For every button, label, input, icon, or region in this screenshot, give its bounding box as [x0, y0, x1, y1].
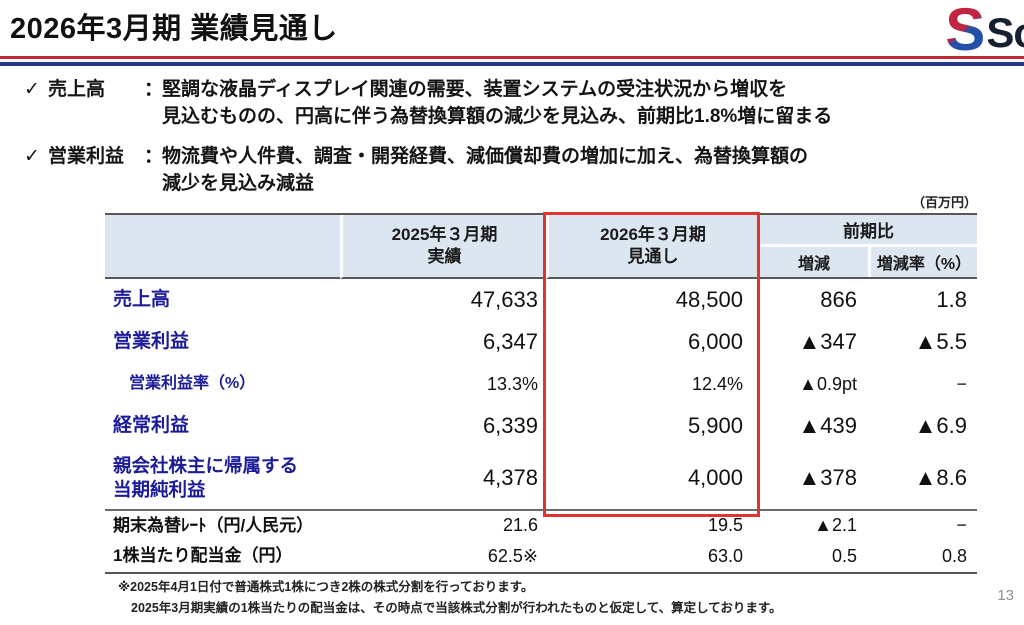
cell-sales-2026: 48,500 — [675, 287, 743, 312]
bullet-colon: ： — [144, 79, 164, 100]
cell-ordinc-2025: 6,339 — [482, 413, 538, 438]
bullet-colon: ： — [144, 146, 164, 167]
unit-note: （百万円） — [911, 195, 977, 210]
cell-sales-rate: 1.8 — [936, 287, 967, 312]
cell-netinc-2025: 4,378 — [482, 465, 538, 490]
row-label-operating-margin: 営業利益率（%） — [129, 374, 256, 392]
footnote-line1: ※2025年4月1日付で普通株式1株につき2株の株式分割を行っております。 — [118, 580, 534, 594]
bullet-operating-income: ✓ 営業利益 ： 物流費や人件費、調査・開発経費、減価償却費の増加に加え、為替換… — [24, 143, 1004, 197]
cell-fx-2026: 19.5 — [546, 509, 757, 540]
row-label-fx-rate: 期末為替ﾚｰﾄ（円/人民元） — [105, 509, 340, 540]
footnote-line2: 2025年3月期実績の1株当たりの配当金は、その時点で当該株式分割が行われたもの… — [131, 600, 782, 615]
header-yoy-rate: 増減率（%） — [868, 247, 977, 277]
row-label-net-income: 親会社株主に帰属する 当期純利益 — [113, 455, 299, 500]
cell-dividend-rate: 0.8 — [941, 545, 967, 566]
bullet-text: 堅調な液晶ディスプレイ関連の需要、装置システムの受注状況から増収を見込むものの、… — [162, 76, 1004, 130]
header-fy2025: 2025年３月期 実績 — [340, 215, 546, 279]
forecast-table: 2025年３月期 実績 2026年３月期 見通し 前期比 増減 増減率（%） 売… — [105, 212, 977, 574]
title-rule-red — [0, 56, 1024, 59]
row-label-operating-income: 営業利益 — [113, 330, 190, 352]
bullet-label: 売上高 — [48, 79, 106, 100]
cell-dividend-2026: 63.0 — [707, 545, 743, 566]
cell-netinc-diff: ▲378 — [798, 465, 857, 490]
cell-margin-2026: 12.4% — [691, 373, 743, 394]
bullet-text-line2: 減少を見込み減益 — [162, 173, 315, 194]
sodick-s-mark-icon: S — [945, 0, 986, 63]
footnotes: ※2025年4月1日付で普通株式1株につき2株の株式分割を行っております。 20… — [118, 577, 782, 618]
header-yoy-subcolumns: 増減 増減率（%） — [760, 247, 977, 277]
cell-sales-2025: 47,633 — [470, 287, 538, 312]
cell-ordinc-rate: ▲6.9 — [914, 413, 967, 438]
page-number: 13 — [997, 587, 1014, 604]
bullet-sales: ✓ 売上高 ： 堅調な液晶ディスプレイ関連の需要、装置システムの受注状況から増収… — [24, 76, 1004, 130]
cell-ordinc-2026: 5,900 — [687, 413, 743, 438]
cell-margin-rate: − — [956, 373, 967, 394]
bullet-text-line1: 堅調な液晶ディスプレイ関連の需要、装置システムの受注状況から増収を — [162, 79, 788, 100]
cell-fx-rate: − — [865, 509, 977, 540]
cell-margin-diff: ▲0.9pt — [799, 373, 857, 394]
header-yoy-diff: 増減 — [797, 256, 830, 273]
cell-margin-2025: 13.3% — [486, 373, 538, 394]
cell-fx-2025: 21.6 — [340, 509, 546, 540]
header-yoy-group: 前期比 増減 増減率（%） — [757, 215, 977, 279]
page-title: 2026年3月期 業績見通し — [10, 13, 338, 45]
cell-fx-diff: ▲2.1 — [757, 509, 865, 540]
row-label-ordinary-income: 経常利益 — [113, 414, 190, 436]
cell-dividend-2025: 62.5※ — [487, 545, 538, 566]
row-label-sales: 売上高 — [113, 288, 171, 310]
bullet-text-line1: 物流費や人件費、調査・開発経費、減価償却費の増加に加え、為替換算額の — [162, 146, 809, 167]
check-icon: ✓ — [24, 79, 40, 100]
cell-ordinc-diff: ▲439 — [798, 413, 857, 438]
cell-netinc-2026: 4,000 — [687, 465, 743, 490]
check-icon: ✓ — [24, 146, 40, 167]
cell-opinc-2026: 6,000 — [687, 329, 743, 354]
cell-sales-diff: 866 — [820, 287, 857, 312]
title-rule-blue — [0, 62, 1024, 66]
cell-opinc-diff: ▲347 — [798, 329, 857, 354]
header-empty-cell — [105, 215, 340, 279]
bullet-label: 営業利益 — [48, 146, 125, 167]
cell-opinc-rate: ▲5.5 — [914, 329, 967, 354]
cell-opinc-2025: 6,347 — [482, 329, 538, 354]
summary-bullets: ✓ 売上高 ： 堅調な液晶ディスプレイ関連の需要、装置システムの受注状況から増収… — [24, 76, 1004, 197]
header-yoy: 前期比 — [760, 215, 977, 247]
sodick-logo-text: So — [986, 9, 1024, 56]
bullet-text: 物流費や人件費、調査・開発経費、減価償却費の増加に加え、為替換算額の 減少を見込み… — [162, 143, 1004, 197]
row-label-dividend: 1株当たり配当金（円） — [113, 546, 293, 566]
bullet-text-line2: 見込むものの、円高に伴う為替換算額の減少を見込み、前期比1.8%増に留まる — [162, 106, 833, 127]
sodick-logo: S So — [945, 0, 1024, 63]
header-fy2026: 2026年３月期 見通し — [546, 215, 757, 279]
cell-netinc-rate: ▲8.6 — [914, 465, 967, 490]
cell-dividend-diff: 0.5 — [831, 545, 857, 566]
